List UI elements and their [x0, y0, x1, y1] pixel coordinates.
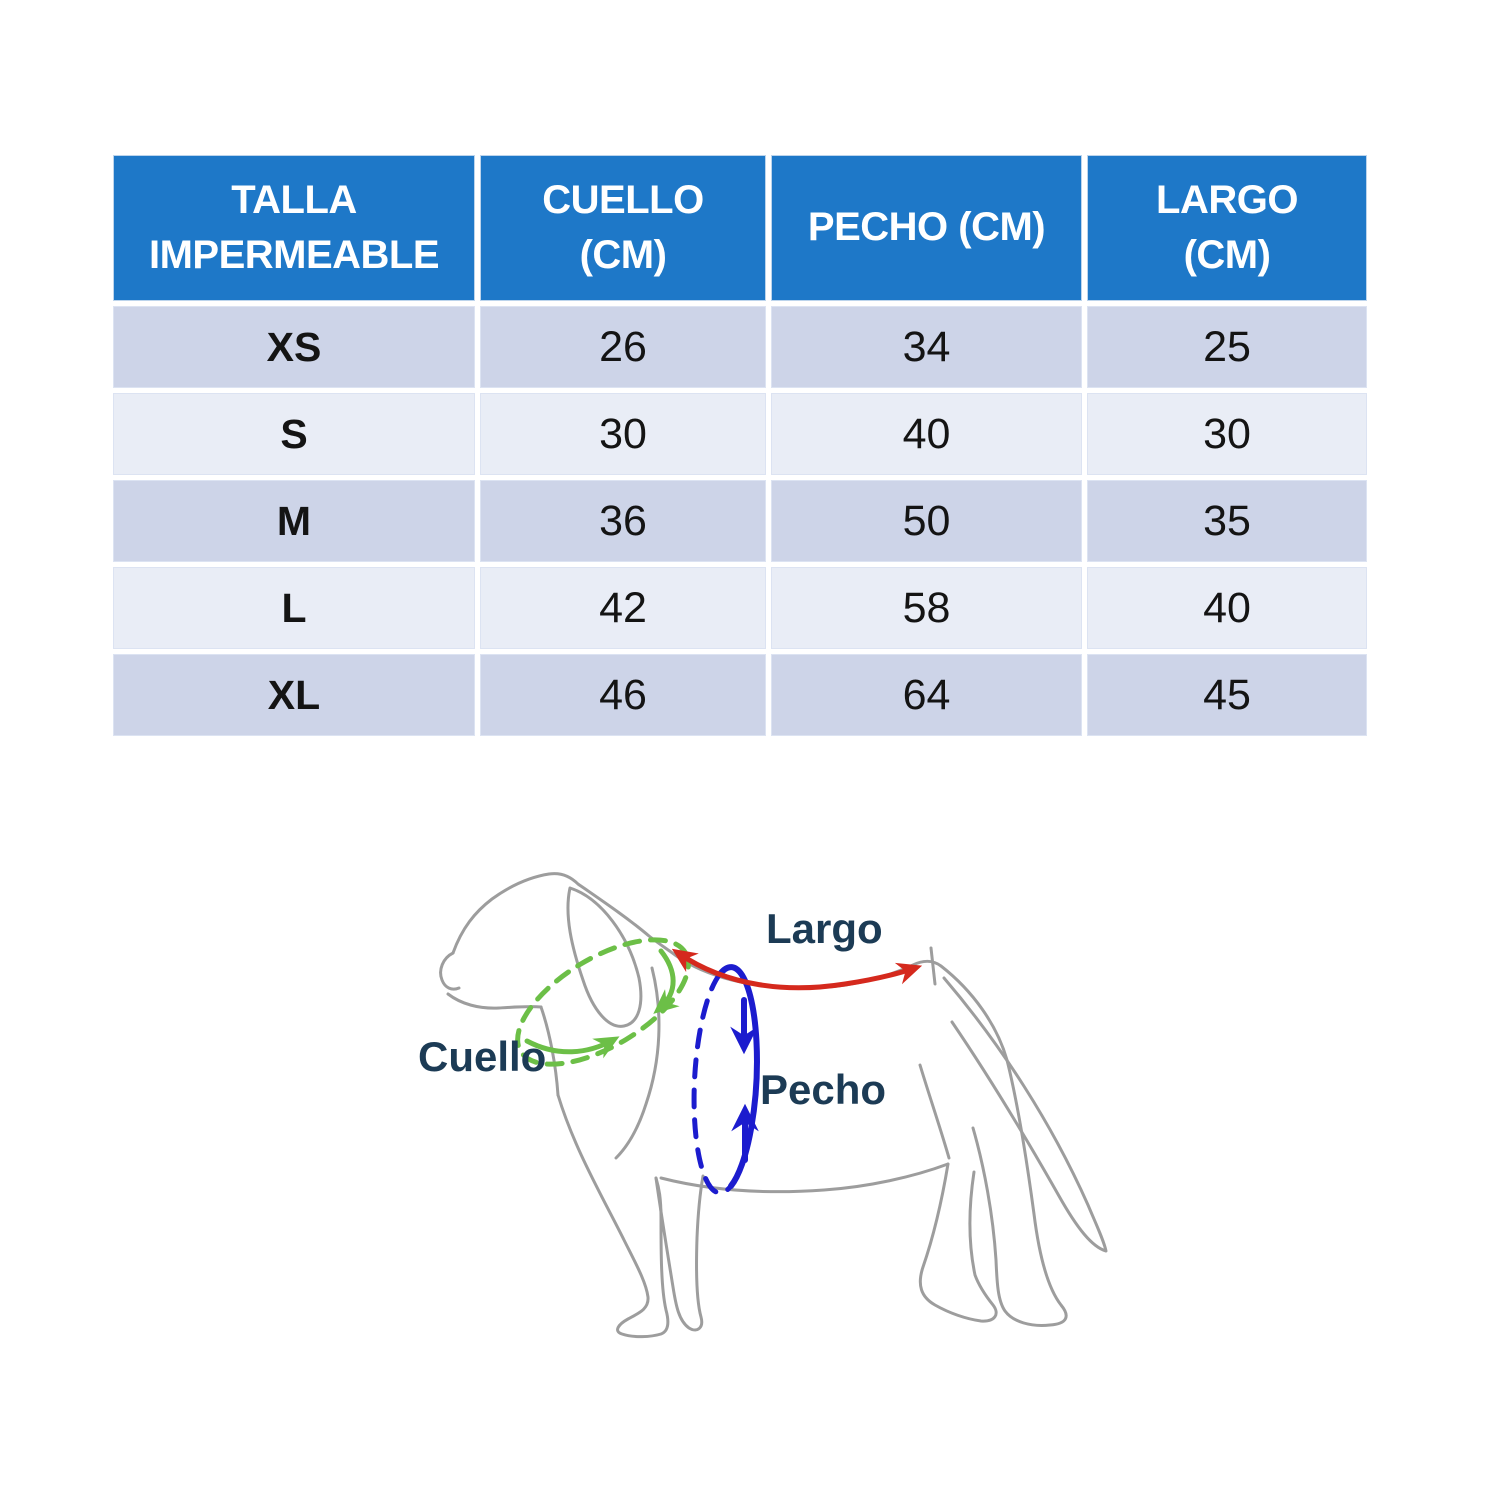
cell-cuello: 36: [480, 480, 766, 562]
header-row: TALLA IMPERMEABLE CUELLO (CM) PECHO (CM)…: [113, 155, 1367, 301]
dog-hip-line: [918, 1063, 951, 1160]
cell-size: L: [113, 567, 475, 649]
cell-cuello: 42: [480, 567, 766, 649]
cell-pecho: 34: [771, 306, 1082, 388]
pecho-label: Pecho: [760, 1066, 887, 1113]
pecho-measure: [691, 964, 760, 1196]
header-label-cuello: CUELLO (CM): [542, 177, 704, 277]
cuello-label: Cuello: [418, 1033, 547, 1080]
cell-pecho: 50: [771, 480, 1082, 562]
pecho-ellipse-solid: [717, 964, 760, 1189]
header-label-pecho: PECHO (CM): [807, 205, 1046, 250]
size-table: TALLA IMPERMEABLE CUELLO (CM) PECHO (CM)…: [108, 150, 1372, 741]
largo-label: Largo: [766, 905, 883, 952]
cell-pecho: 58: [771, 567, 1082, 649]
dog-ear: [566, 886, 643, 1028]
dog-belly: [659, 1162, 950, 1194]
dog-tail: [942, 976, 1108, 1253]
dog-jaw: [446, 992, 543, 1010]
cell-largo: 45: [1087, 654, 1367, 736]
cell-cuello: 26: [480, 306, 766, 388]
dog-diagram-svg: [439, 872, 1108, 1339]
dog-measurement-diagram: Largo Cuello Pecho: [390, 850, 1260, 1370]
table-row-xl: XL 46 64 45: [113, 654, 1367, 736]
header-label-talla: TALLA IMPERMEABLE: [148, 177, 440, 277]
table-row-xs: XS 26 34 25: [113, 306, 1367, 388]
header-label-largo: LARGO (CM): [1156, 177, 1298, 277]
size-table-body: XS 26 34 25 S 30 40 30 M 36 50 35 L 42 5…: [113, 306, 1367, 736]
dog-nose: [439, 951, 461, 991]
cuello-arc-bottom: [524, 1036, 620, 1059]
largo-measure: [671, 948, 923, 991]
dog-hind-leg-near: [918, 1162, 998, 1323]
header-cell-pecho: PECHO (CM): [771, 155, 1082, 301]
largo-arrow: [671, 948, 923, 991]
header-cell-cuello: CUELLO (CM): [480, 155, 766, 301]
table-row-m: M 36 50 35: [113, 480, 1367, 562]
cell-largo: 40: [1087, 567, 1367, 649]
dog-front-leg-far: [654, 1174, 705, 1332]
tail-base-tick: [929, 946, 937, 986]
cell-pecho: 40: [771, 393, 1082, 475]
cell-size: XS: [113, 306, 475, 388]
cell-cuello: 30: [480, 393, 766, 475]
pecho-ellipse-dashed: [691, 971, 734, 1196]
header-cell-talla: TALLA IMPERMEABLE: [113, 155, 475, 301]
cell-size: S: [113, 393, 475, 475]
cell-pecho: 64: [771, 654, 1082, 736]
dog-shoulder-line: [614, 966, 661, 1160]
cell-cuello: 46: [480, 654, 766, 736]
cell-largo: 30: [1087, 393, 1367, 475]
cell-size: M: [113, 480, 475, 562]
table-row-s: S 30 40 30: [113, 393, 1367, 475]
cell-size: XL: [113, 654, 475, 736]
dog-front-leg-near: [556, 1093, 670, 1339]
header-cell-largo: LARGO (CM): [1087, 155, 1367, 301]
table-row-l: L 42 58 40: [113, 567, 1367, 649]
cell-largo: 35: [1087, 480, 1367, 562]
cell-largo: 25: [1087, 306, 1367, 388]
size-table-header: TALLA IMPERMEABLE CUELLO (CM) PECHO (CM)…: [113, 155, 1367, 301]
